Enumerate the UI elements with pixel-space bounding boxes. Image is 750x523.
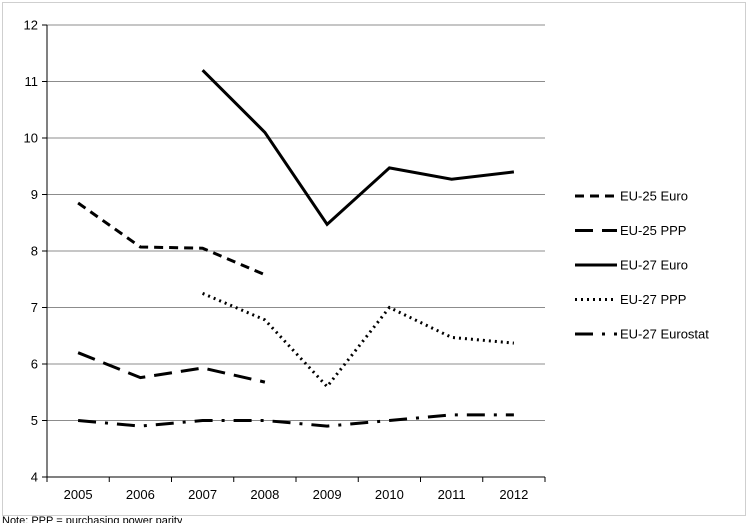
footer-note: Note: PPP = purchasing power parity bbox=[2, 516, 183, 523]
legend: EU-25 Euro EU-25 PPP EU-27 Euro EU-27 PPP EU… bbox=[575, 189, 709, 342]
y-tick-label: 5 bbox=[31, 413, 38, 428]
y-tick-label: 6 bbox=[31, 357, 38, 372]
series-line-eu-25-ppp bbox=[77, 351, 266, 384]
y-tick-label: 4 bbox=[31, 470, 38, 485]
x-tick-label: 2011 bbox=[438, 487, 466, 502]
legend-label: EU-27 Eurostat bbox=[620, 327, 709, 342]
x-tick-label: 2010 bbox=[375, 487, 404, 502]
x-tick-label: 2006 bbox=[126, 487, 155, 502]
legend-label: EU-25 Euro bbox=[620, 189, 688, 204]
series-line-eu-27-euro bbox=[201, 69, 515, 227]
y-tick-label: 10 bbox=[24, 131, 38, 146]
x-tick-label: 2008 bbox=[250, 487, 279, 502]
y-tick-label: 12 bbox=[24, 18, 38, 33]
x-tick-label: 2007 bbox=[188, 487, 217, 502]
y-tick-label: 7 bbox=[31, 300, 38, 315]
legend-label: EU-27 PPP bbox=[620, 292, 686, 307]
series-lines bbox=[77, 69, 515, 428]
legend-label: EU-25 PPP bbox=[620, 223, 686, 238]
chart-frame bbox=[2, 2, 746, 516]
gridlines bbox=[47, 24, 545, 421]
legend-label: EU-27 Euro bbox=[620, 258, 688, 273]
y-tick-label: 11 bbox=[25, 74, 39, 89]
x-tick-label: 2009 bbox=[313, 487, 342, 502]
x-tick-label: 2005 bbox=[64, 487, 93, 502]
axes: 4 5 6 7 8 9 10 11 12 2005 2006 2007 2008 2009 2010 2011… bbox=[24, 18, 546, 502]
series-line-eu-27-eurostat bbox=[77, 413, 514, 428]
x-tick-label: 2012 bbox=[499, 487, 528, 502]
y-tick-label: 8 bbox=[31, 244, 38, 259]
series-line-eu-25-euro bbox=[77, 201, 266, 277]
y-tick-label: 9 bbox=[31, 187, 38, 202]
